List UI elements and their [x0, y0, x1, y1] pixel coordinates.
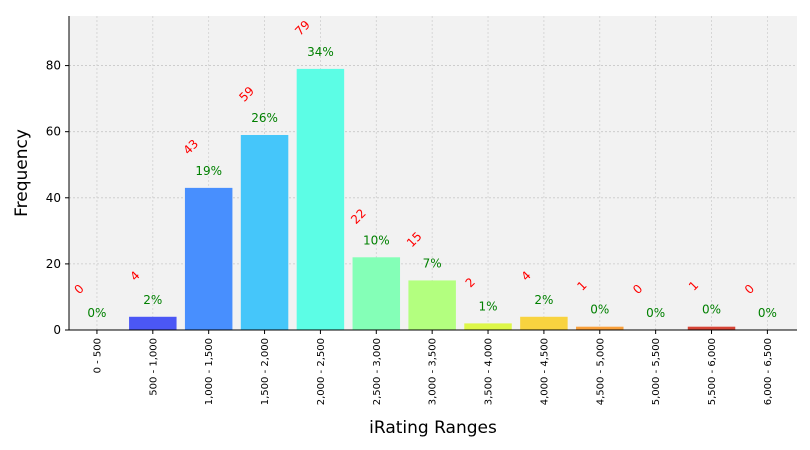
bar	[687, 326, 736, 330]
bar	[129, 316, 177, 330]
percent-label: 19%	[195, 164, 222, 178]
percent-labels: 0% 2% 19% 26% 34% 10% 7% 1% 2% 0% 0% 0% 0%	[87, 45, 776, 320]
percent-label: 26%	[251, 111, 278, 125]
x-tick-label: 500 - 1,000	[148, 338, 159, 396]
bars	[129, 68, 736, 330]
x-ticks: 0 - 500 500 - 1,000 1,000 - 1,500 1,500 - 2…	[92, 330, 774, 405]
bar	[184, 187, 233, 330]
y-tick-label: 40	[46, 191, 61, 205]
y-axis-label: Frequency	[12, 129, 32, 217]
x-tick-label: 5,500 - 6,000	[707, 338, 718, 405]
y-tick-label: 60	[46, 125, 61, 139]
y-tick-label: 20	[46, 257, 61, 271]
x-tick-label: 2,500 - 3,000	[372, 338, 383, 405]
x-tick-label: 1,000 - 1,500	[204, 338, 215, 405]
percent-label: 0%	[758, 306, 777, 320]
percent-label: 1%	[479, 299, 498, 313]
percent-label: 34%	[307, 45, 334, 59]
percent-label: 2%	[143, 293, 162, 307]
percent-label: 10%	[363, 233, 390, 247]
bar	[408, 280, 456, 330]
x-tick-label: 3,500 - 4,000	[484, 338, 495, 405]
x-tick-label: 5,000 - 5,500	[651, 338, 662, 405]
percent-label: 2%	[534, 293, 553, 307]
percent-label: 7%	[423, 256, 442, 270]
percent-label: 0%	[646, 306, 665, 320]
bar	[240, 134, 289, 330]
x-tick-label: 1,500 - 2,000	[260, 338, 271, 405]
y-tick-label: 0	[53, 323, 61, 337]
x-tick-label: 2,000 - 2,500	[316, 338, 327, 405]
x-tick-label: 4,500 - 5,000	[595, 338, 606, 405]
bar	[296, 68, 345, 330]
bar	[464, 323, 512, 330]
y-tick-label: 80	[46, 59, 61, 73]
percent-label: 0%	[590, 303, 609, 317]
x-tick-label: 6,000 - 6,500	[763, 338, 774, 405]
y-ticks: 0 20 40 60 80	[46, 59, 69, 337]
x-axis-label: iRating Ranges	[369, 418, 497, 438]
bar	[576, 326, 624, 330]
percent-label: 0%	[702, 303, 721, 317]
x-tick-label: 3,000 - 3,500	[428, 338, 439, 405]
axes	[68, 16, 797, 331]
x-tick-label: 0 - 500	[92, 338, 103, 373]
bar	[352, 257, 401, 330]
percent-label: 0%	[87, 306, 106, 320]
x-tick-label: 4,000 - 4,500	[539, 338, 550, 405]
bar	[520, 316, 568, 330]
